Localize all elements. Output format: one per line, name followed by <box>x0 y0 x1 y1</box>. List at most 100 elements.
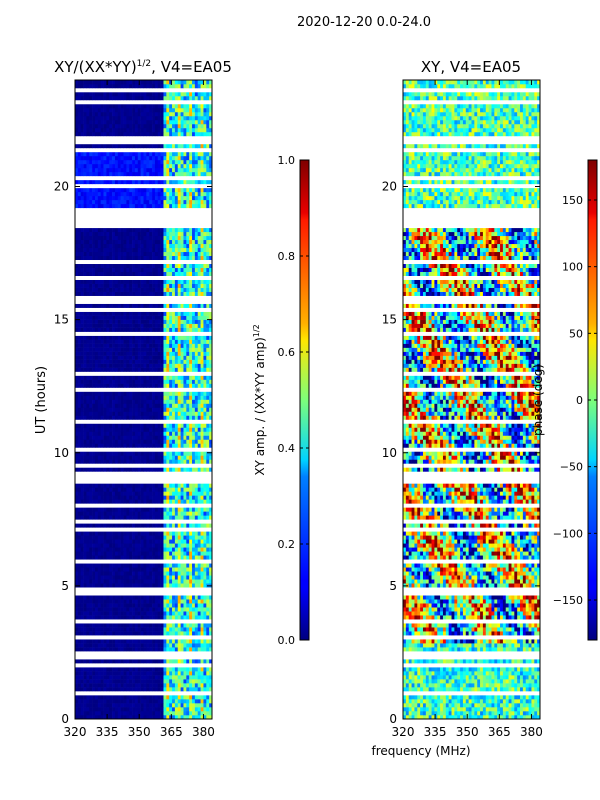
heatmap-cell <box>83 643 87 648</box>
heatmap-cell <box>160 343 164 348</box>
heatmap-cell <box>169 539 173 544</box>
heatmap-cell <box>189 687 193 692</box>
heatmap-cell <box>134 227 139 233</box>
heatmap-cell <box>154 627 159 632</box>
heatmap-cell <box>137 675 141 680</box>
heatmap-cell <box>106 571 110 576</box>
heatmap-cell <box>192 403 196 408</box>
heatmap-cell <box>97 643 101 648</box>
heatmap-cell <box>92 231 96 237</box>
heatmap-cell <box>112 391 116 396</box>
heatmap-cell <box>152 683 156 688</box>
heatmap-cell <box>80 491 84 496</box>
heatmap-cell <box>206 195 210 201</box>
heatmap-cell <box>137 335 141 340</box>
heatmap-cell <box>183 599 187 604</box>
heatmap-cell <box>83 399 87 404</box>
heatmap-cell <box>123 319 127 324</box>
heatmap-cell <box>183 499 187 504</box>
heatmap-cell <box>206 263 210 269</box>
heatmap-cell <box>174 339 179 344</box>
heatmap-cell <box>132 707 136 712</box>
heatmap-cell <box>77 383 82 388</box>
heatmap-cell <box>200 583 204 588</box>
heatmap-cell <box>120 647 124 652</box>
heatmap-cell <box>186 491 190 496</box>
heatmap-cell <box>86 643 90 648</box>
heatmap-cell <box>86 203 90 209</box>
heatmap-cell <box>180 431 184 436</box>
heatmap-cell <box>197 279 201 284</box>
heatmap-cell <box>189 339 193 344</box>
heatmap-cell <box>197 455 201 460</box>
heatmap-cell <box>160 443 164 448</box>
heatmap-cell <box>106 535 110 540</box>
heatmap-cell <box>152 647 156 652</box>
heatmap-cell <box>177 515 181 520</box>
heatmap-cell <box>160 555 164 560</box>
heatmap-cell <box>126 599 130 604</box>
heatmap-cell <box>152 627 156 632</box>
heatmap-cell <box>86 451 90 456</box>
heatmap-cell <box>97 451 101 456</box>
heatmap-cell <box>117 639 121 644</box>
heatmap-cell <box>86 199 90 205</box>
heatmap-cell <box>75 363 79 368</box>
heatmap-cell <box>89 499 93 504</box>
heatmap-cell <box>132 435 136 440</box>
heatmap-cell <box>109 327 113 332</box>
heatmap-cell <box>129 335 133 340</box>
heatmap-cell <box>149 551 153 556</box>
heatmap-cell <box>172 355 176 360</box>
heatmap-cell <box>80 243 84 249</box>
heatmap-cell <box>149 187 153 193</box>
heatmap-cell <box>194 507 199 512</box>
heatmap-cell <box>189 499 193 504</box>
heatmap-cell <box>203 567 207 572</box>
heatmap-cell <box>154 359 159 364</box>
heatmap-cell <box>86 567 90 572</box>
heatmap-cell <box>89 363 93 368</box>
heatmap-cell <box>163 671 167 676</box>
heatmap-cell <box>146 627 150 632</box>
heatmap-cell <box>143 707 147 712</box>
heatmap-cell <box>154 495 159 500</box>
heatmap-cell <box>123 579 127 584</box>
heatmap-cell <box>200 411 204 416</box>
heatmap-cell <box>100 583 104 588</box>
heatmap-cell <box>152 579 156 584</box>
heatmap-cell <box>126 403 130 408</box>
heatmap-cell <box>137 491 141 496</box>
heatmap-cell <box>143 555 147 560</box>
heatmap-cell <box>183 711 187 716</box>
heatmap-cell <box>77 467 82 472</box>
heatmap-cell <box>160 359 164 364</box>
heatmap-cell <box>174 423 179 428</box>
heatmap-cell <box>166 351 170 356</box>
heatmap-cell <box>180 563 184 568</box>
heatmap-cell <box>129 547 133 552</box>
heatmap-cell <box>183 351 187 356</box>
heatmap-cell <box>114 467 119 472</box>
heatmap-cell <box>146 403 150 408</box>
heatmap-cell <box>203 531 207 536</box>
heatmap-cell <box>160 271 164 276</box>
heatmap-cell <box>120 363 124 368</box>
heatmap-cell <box>112 647 116 652</box>
heatmap-cell <box>100 563 104 568</box>
heatmap-cell <box>80 575 84 580</box>
heatmap-cell <box>123 367 127 372</box>
heatmap-cell <box>89 507 93 512</box>
heatmap-cell <box>157 195 161 201</box>
heatmap-cell <box>194 551 199 556</box>
heatmap-cell <box>157 675 161 680</box>
heatmap-cell <box>86 415 90 420</box>
heatmap-cell <box>157 435 161 440</box>
heatmap-cell <box>75 239 79 245</box>
heatmap-cell <box>134 683 139 688</box>
heatmap-cell <box>89 535 93 540</box>
heatmap-cell <box>112 179 116 185</box>
heatmap-cell <box>189 291 193 296</box>
heatmap-cell <box>80 711 84 716</box>
heatmap-cell <box>112 267 116 272</box>
